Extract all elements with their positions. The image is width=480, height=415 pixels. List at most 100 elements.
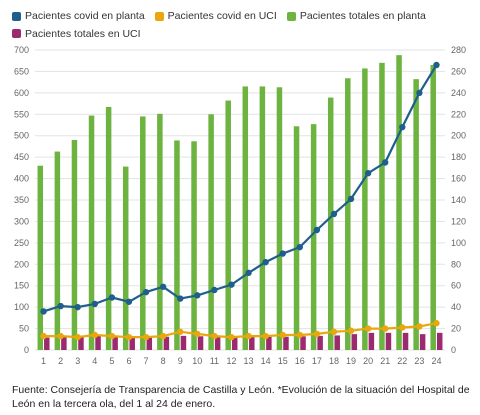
legend-item[interactable]: Pacientes totales en planta (286, 8, 426, 24)
legend-swatch (154, 11, 164, 21)
line-point (177, 295, 184, 302)
line-point (399, 324, 406, 331)
bar (396, 55, 402, 351)
legend-swatch (12, 29, 21, 38)
x-tick-label: 16 (295, 356, 305, 366)
line-point (364, 170, 372, 177)
y-right-tick-label: 120 (451, 216, 466, 226)
bar (351, 334, 358, 350)
bar (61, 337, 67, 350)
bar (345, 78, 351, 351)
source-note: Fuente: Consejería de Transparencia de C… (12, 384, 470, 410)
y-left-tick-label: 500 (14, 131, 29, 141)
x-tick-label: 18 (329, 356, 339, 366)
bar (44, 337, 50, 350)
line-point (91, 300, 98, 308)
line-point (279, 250, 286, 257)
bar (180, 335, 187, 350)
x-tick-label: 20 (363, 356, 373, 366)
line-point (177, 328, 184, 335)
line-point (330, 328, 338, 335)
line-point (347, 195, 355, 203)
y-right-tick-label: 0 (451, 345, 456, 355)
bar (402, 332, 409, 350)
legend-label: Pacientes totales en planta (299, 10, 426, 22)
bar (231, 336, 238, 350)
bar (419, 334, 426, 350)
bar (436, 332, 443, 350)
bar (105, 107, 112, 350)
series-line (43, 322, 437, 339)
y-right-tick-label: 40 (451, 302, 461, 312)
bar (146, 337, 153, 350)
legend-item[interactable]: Pacientes totales en UCI (12, 26, 141, 42)
y-right-tick-label: 140 (451, 195, 466, 205)
line-point (347, 327, 355, 334)
bar (293, 126, 300, 351)
legend-item[interactable]: Pacientes covid en UCI (154, 8, 277, 24)
bar (54, 151, 61, 350)
y-left-tick-label: 200 (14, 259, 29, 269)
line-point (228, 281, 235, 288)
x-tick-label: 23 (414, 356, 424, 366)
y-left-tick-label: 600 (14, 88, 29, 98)
bar (259, 86, 266, 350)
y-left-tick-label: 450 (14, 152, 29, 162)
y-right-tick-label: 260 (451, 66, 466, 76)
line-point (159, 332, 167, 340)
bar (317, 335, 323, 350)
line-point (245, 332, 252, 340)
bar (129, 336, 135, 350)
line-point (108, 332, 116, 340)
bar (413, 79, 419, 351)
bar (300, 336, 306, 350)
bar (225, 100, 231, 350)
line-point (382, 325, 389, 332)
bar (140, 116, 146, 350)
bar (37, 165, 44, 350)
x-tick-label: 15 (278, 356, 288, 366)
x-tick-label: 4 (92, 356, 97, 366)
y-right-tick-label: 280 (451, 45, 466, 55)
y-left-tick-label: 0 (24, 345, 29, 355)
y-left-tick-label: 150 (14, 281, 29, 291)
line-point (433, 61, 440, 69)
line-point (211, 286, 218, 294)
bar (242, 86, 249, 350)
line-point (91, 331, 98, 339)
y-right-tick-label: 240 (451, 88, 466, 98)
x-tick-label: 1 (41, 356, 46, 366)
bar (112, 337, 118, 350)
line-point (194, 292, 201, 299)
x-tick-label: 21 (380, 356, 390, 366)
y-right-tick-label: 160 (451, 174, 466, 184)
y-right-tick-label: 220 (451, 109, 466, 119)
line-point (57, 332, 64, 340)
line-point (416, 323, 423, 330)
y-left-tick-label: 300 (14, 216, 29, 226)
line-point (245, 269, 252, 277)
x-tick-label: 7 (144, 356, 149, 366)
bar (266, 336, 272, 350)
line-point (159, 283, 167, 290)
line-point (279, 331, 286, 339)
line-point (211, 332, 218, 340)
line-point (313, 226, 321, 234)
y-left-tick-label: 350 (14, 195, 29, 205)
y-left-tick-label: 400 (14, 174, 29, 184)
y-right-tick-label: 200 (451, 131, 466, 141)
line-point (108, 294, 116, 301)
bar (385, 332, 392, 350)
line-point (74, 303, 81, 311)
x-tick-label: 3 (75, 356, 80, 366)
bar (122, 166, 129, 350)
legend-swatch (286, 11, 296, 21)
x-tick-label: 6 (126, 356, 131, 366)
line-point (399, 123, 406, 131)
y-right-tick-label: 180 (451, 152, 466, 162)
line-point (40, 332, 47, 340)
bar (362, 68, 368, 350)
bar (191, 141, 197, 350)
x-tick-label: 14 (261, 356, 271, 366)
legend-item[interactable]: Pacientes covid en planta (12, 8, 145, 24)
